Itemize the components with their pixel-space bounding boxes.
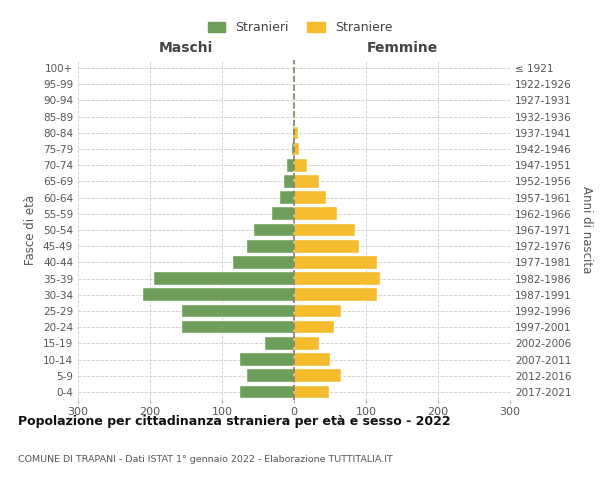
Bar [240,386,294,398]
Text: COMUNE DI TRAPANI - Dati ISTAT 1° gennaio 2022 - Elaborazione TUTTITALIA.IT: COMUNE DI TRAPANI - Dati ISTAT 1° gennai… [18,455,393,464]
Text: Popolazione per cittadinanza straniera per età e sesso - 2022: Popolazione per cittadinanza straniera p… [18,415,451,428]
Bar [294,192,326,204]
Bar [292,142,294,156]
Bar [294,304,341,318]
Bar [294,321,334,334]
Bar [294,386,329,398]
Legend: Stranieri, Straniere: Stranieri, Straniere [203,16,397,40]
Bar [294,142,299,156]
Bar [287,159,294,172]
Bar [294,288,377,301]
Bar [294,353,330,366]
Bar [294,272,380,285]
Bar [247,240,294,252]
Bar [265,337,294,349]
Bar [294,208,337,220]
Bar [143,288,294,301]
Bar [272,208,294,220]
Bar [280,192,294,204]
Bar [240,353,294,366]
Bar [182,321,294,334]
Text: Femmine: Femmine [367,41,437,55]
Bar [284,175,294,188]
Bar [294,126,298,139]
Bar [294,159,307,172]
Text: Maschi: Maschi [159,41,213,55]
Y-axis label: Anni di nascita: Anni di nascita [580,186,593,274]
Bar [247,370,294,382]
Bar [154,272,294,285]
Bar [294,175,319,188]
Bar [294,110,295,123]
Bar [294,240,359,252]
Y-axis label: Fasce di età: Fasce di età [25,195,37,265]
Bar [294,370,341,382]
Bar [294,337,319,349]
Bar [233,256,294,268]
Bar [294,224,355,236]
Bar [294,256,377,268]
Bar [254,224,294,236]
Bar [293,126,294,139]
Bar [182,304,294,318]
